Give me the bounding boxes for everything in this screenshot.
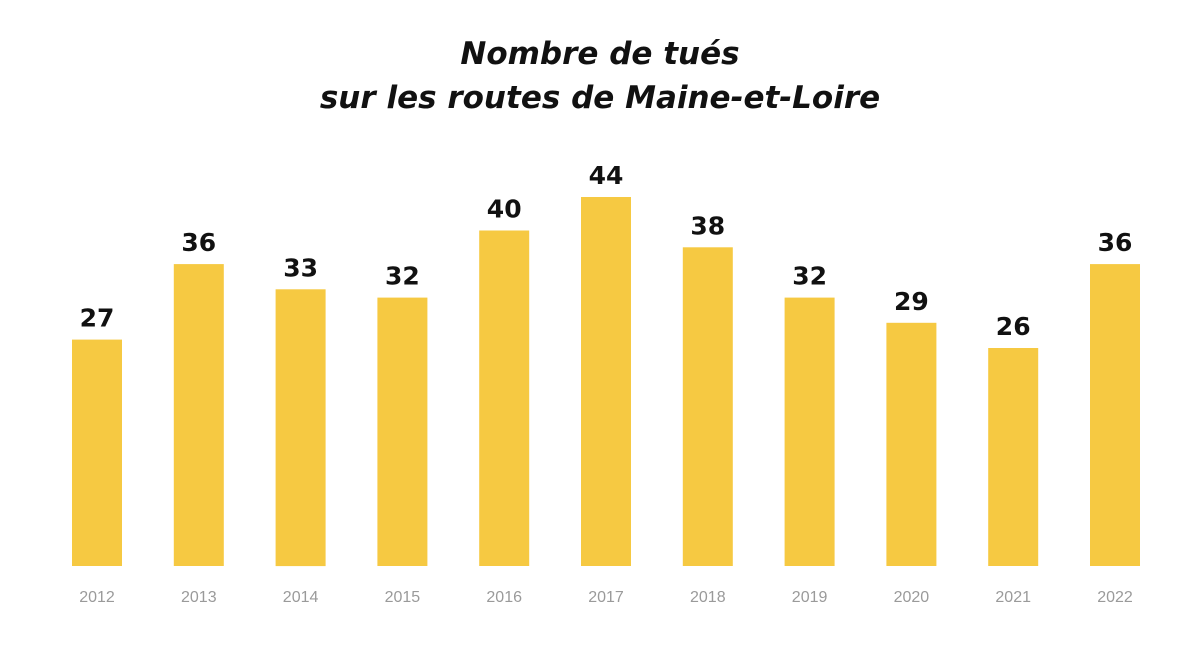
value-label-2014: 33 <box>283 253 318 282</box>
x-tick-label-2013: 2013 <box>181 589 217 606</box>
bars-group <box>72 197 1140 567</box>
value-label-2015: 32 <box>385 262 420 291</box>
x-tick-label-2021: 2021 <box>995 589 1031 606</box>
x-tick-label-2017: 2017 <box>588 589 624 606</box>
value-label-2012: 27 <box>80 304 115 333</box>
x-tick-label-2020: 2020 <box>894 589 930 606</box>
value-labels-group: 27 36 33 32 40 44 38 32 29 26 36 <box>80 161 1133 341</box>
bar-2015 <box>377 297 428 566</box>
value-label-2019: 32 <box>792 262 827 291</box>
bar-2019 <box>784 297 835 566</box>
value-label-2021: 26 <box>996 312 1031 341</box>
x-axis-ticks: 2012 2013 2014 2015 2016 2017 2018 2019 2020 2021… <box>79 589 1133 606</box>
value-label-2017: 44 <box>589 161 624 190</box>
x-tick-label-2014: 2014 <box>283 589 319 606</box>
bar-2013 <box>173 264 224 566</box>
value-label-2016: 40 <box>487 195 522 224</box>
bar-2021 <box>988 348 1039 566</box>
x-tick-label-2022: 2022 <box>1097 589 1133 606</box>
chart-title-line-2: sur les routes de Maine-et-Loire <box>319 80 881 116</box>
bar-2018 <box>682 247 733 567</box>
x-tick-label-2018: 2018 <box>690 589 726 606</box>
bar-2016 <box>479 230 530 566</box>
x-tick-label-2012: 2012 <box>79 589 115 606</box>
bar-2014 <box>275 289 326 567</box>
value-label-2020: 29 <box>894 287 929 316</box>
x-tick-label-2016: 2016 <box>486 589 522 606</box>
bar-2020 <box>886 322 937 566</box>
bar-2012 <box>72 339 122 566</box>
value-label-2013: 36 <box>181 228 216 257</box>
bar-2022 <box>1090 264 1140 566</box>
chart-title-line-1: Nombre de tués <box>460 36 740 72</box>
bar-2017 <box>581 197 631 566</box>
x-tick-label-2019: 2019 <box>792 589 828 606</box>
value-label-2022: 36 <box>1098 228 1133 257</box>
value-label-2018: 38 <box>690 211 725 240</box>
x-tick-label-2015: 2015 <box>385 589 421 606</box>
